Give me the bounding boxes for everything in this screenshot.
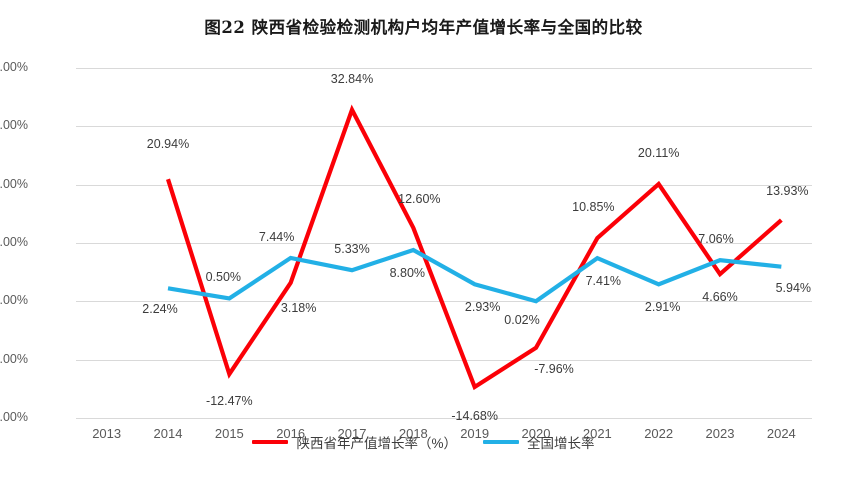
y-tick-label: 10.00%	[0, 235, 28, 249]
plot-area: 40.00% 30.00% 20.00% 10.00% 0.00% -10.00% -20.…	[0, 60, 812, 441]
data-point-label: 20.11%	[637, 146, 680, 161]
y-tick-label: 20.00%	[0, 176, 28, 191]
data-point-label: 10.85%	[572, 200, 615, 215]
data-point-label: 13.93%	[766, 184, 809, 199]
x-tick-label: 2021	[582, 426, 612, 441]
data-point-label: 20.94%	[146, 137, 190, 152]
data-point-label: 2.24%	[142, 302, 178, 317]
x-tick-label: 2014	[153, 426, 183, 441]
data-point-label: 2.91%	[644, 300, 681, 315]
chart-title: 图22 陕西省检验检测机构户均年产值增长率与全国的比较	[204, 18, 643, 37]
data-point-label: 0.02%	[504, 313, 540, 328]
legend-color-swatch-icon	[483, 440, 519, 444]
data-point-label: 7.06%	[698, 232, 734, 247]
y-tick-label: 30.00%	[0, 118, 28, 133]
series-line-national	[167, 247, 782, 304]
series-line-shaanxi	[165, 104, 783, 391]
data-point-label: -7.96%	[534, 361, 574, 376]
x-tick-label: 2019	[460, 426, 490, 441]
legend-label: 全国增长率	[527, 436, 595, 451]
gridline	[76, 359, 812, 361]
data-point-label: 32.84%	[330, 71, 374, 86]
data-point-label: 8.80%	[389, 266, 426, 280]
y-tick-label: -20.00%	[0, 410, 28, 424]
x-tick-label: 2017	[337, 426, 367, 441]
data-point-label: -14.68%	[451, 408, 498, 423]
x-tick-label: 2020	[521, 426, 551, 441]
x-tick-label: 2015	[214, 426, 244, 441]
data-point-label: 5.94%	[775, 280, 812, 295]
gridline	[76, 243, 812, 244]
gridline	[76, 184, 812, 186]
x-tick-label: 2016	[276, 426, 306, 441]
y-tick-label: 0.00%	[0, 293, 28, 308]
y-tick-label: 40.00%	[0, 60, 28, 74]
legend-label: 陕西省年产值增长率（%）	[296, 436, 457, 451]
y-tick-label: -10.00%	[0, 351, 28, 366]
legend-color-swatch-icon	[252, 440, 289, 444]
gridline	[76, 126, 812, 128]
chart-legend: 陕西省年产值增长率（%） 全国增长率	[0, 432, 847, 452]
x-tick-label: 2013	[92, 426, 122, 441]
data-point-label: 7.41%	[585, 274, 622, 289]
data-point-label: 2.93%	[464, 300, 501, 315]
data-point-label: 7.44%	[258, 229, 295, 244]
gridline	[76, 418, 812, 419]
data-point-label: 5.33%	[334, 242, 370, 257]
data-point-label: 0.50%	[205, 270, 242, 285]
gridline	[76, 68, 812, 69]
legend-item-shaanxi[interactable]: 陕西省年产值增长率（%）	[252, 432, 457, 452]
x-tick-label: 2023	[705, 426, 735, 441]
legend-item-national[interactable]: 全国增长率	[483, 432, 595, 452]
data-point-label: 3.18%	[280, 300, 317, 315]
data-point-label: -12.47%	[206, 394, 253, 409]
x-tick-label: 2022	[644, 426, 674, 441]
x-tick-label: 2024	[766, 426, 796, 441]
series-lines	[165, 104, 783, 391]
data-point-label: 4.66%	[702, 290, 738, 305]
x-tick-label: 2018	[398, 426, 428, 441]
data-point-label: 12.60%	[398, 191, 441, 206]
